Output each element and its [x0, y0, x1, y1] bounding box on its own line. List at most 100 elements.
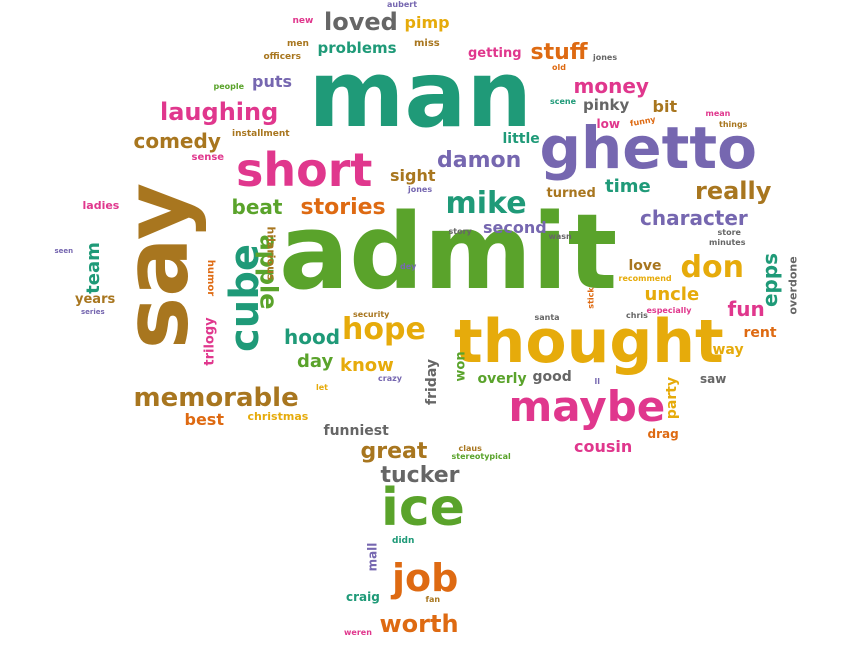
word-christmas: christmas — [247, 409, 309, 423]
word-men: men — [287, 38, 309, 49]
word-tucker: tucker — [380, 463, 460, 488]
word-officers: officers — [263, 51, 301, 62]
word-scene: scene — [550, 97, 577, 106]
word-hilarious: hilarious — [264, 226, 278, 280]
word-hood: hood — [284, 325, 341, 349]
word-bit: bit — [652, 97, 678, 116]
word-seen: seen — [54, 246, 74, 255]
word-years: years — [75, 291, 116, 307]
word-party: party — [664, 376, 681, 420]
word-sight: sight — [390, 166, 436, 185]
word-time: time — [605, 176, 651, 197]
word-ll: ll — [594, 377, 600, 386]
word-craig: craig — [346, 590, 380, 604]
word-ladies: ladies — [82, 198, 120, 212]
word-cousin: cousin — [574, 437, 633, 456]
word-loved: loved — [324, 8, 398, 36]
word-friday: friday — [423, 359, 440, 405]
word-good: good — [532, 369, 572, 385]
word-overly: overly — [477, 371, 527, 387]
word-saw: saw — [700, 372, 727, 386]
word-humor: humor — [205, 259, 217, 297]
word-overdone: overdone — [786, 255, 800, 315]
word-memorable: memorable — [133, 383, 299, 413]
word-drag: drag — [647, 427, 679, 441]
word-little: little — [502, 131, 540, 147]
word-fun: fun — [727, 297, 765, 321]
word-especially: especially — [646, 306, 692, 315]
word-team: team — [82, 242, 104, 294]
word-won: won — [453, 350, 469, 382]
word-store: store — [717, 228, 741, 237]
word-character: character — [640, 206, 748, 230]
word-aubert: aubert — [387, 0, 418, 9]
word-miss: miss — [414, 38, 440, 49]
word-pinky: pinky — [583, 95, 630, 114]
word-rent: rent — [743, 325, 777, 341]
word-thought: thought — [454, 307, 724, 377]
word-job: job — [392, 556, 459, 600]
word-weren: weren — [344, 628, 372, 637]
word-crazy: crazy — [378, 374, 402, 383]
word-way: way — [712, 342, 744, 358]
word-uncle: uncle — [644, 284, 700, 305]
word-getting: getting — [468, 45, 522, 61]
word-great: great — [360, 439, 428, 464]
word-money: money — [573, 74, 649, 98]
word-comedy: comedy — [133, 129, 221, 153]
word-mall: mall — [364, 542, 379, 572]
word-recommend: recommend — [618, 274, 672, 283]
word-problems: problems — [317, 38, 397, 57]
word-pimp: pimp — [404, 13, 450, 32]
word-jones: jones — [593, 53, 618, 62]
word-installment: installment — [232, 128, 290, 139]
word-man: man — [308, 41, 532, 148]
word-ice: ice — [381, 478, 465, 538]
word-know: know — [340, 355, 394, 376]
word-old: old — [552, 63, 566, 72]
word-day: day — [297, 351, 334, 372]
word-stereotypical: stereotypical — [451, 452, 511, 461]
word-beat: beat — [231, 195, 283, 219]
word-fan: fan — [425, 595, 441, 604]
word-mike: mike — [445, 186, 527, 221]
word-stick: stick — [586, 287, 596, 309]
word-claus: claus — [458, 444, 482, 453]
word-laughing: laughing — [160, 98, 279, 126]
word-security: security — [353, 310, 390, 319]
word-dey: dey — [400, 262, 417, 271]
word-say: say — [105, 182, 209, 350]
word-worth: worth — [379, 610, 459, 638]
word-new: new — [292, 15, 314, 26]
word-damon: damon — [437, 148, 522, 173]
word-ghetto: ghetto — [539, 114, 757, 182]
word-admit: admit — [279, 191, 618, 313]
word-epps: epps — [758, 252, 783, 308]
word-story: story — [448, 227, 472, 236]
word-second: second — [483, 218, 547, 237]
word-don: don — [680, 250, 744, 285]
word-stories: stories — [300, 195, 386, 220]
word-short: short — [236, 143, 373, 197]
word-series: series — [81, 307, 105, 316]
word-turned: turned — [546, 185, 596, 201]
word-really: really — [695, 177, 772, 205]
word-low: low — [596, 117, 620, 131]
word-didn: didn — [392, 535, 415, 546]
word-hope: hope — [342, 312, 426, 347]
word-things: things — [719, 120, 748, 129]
word-wasn: wasn — [548, 232, 572, 241]
word-santa: santa — [534, 313, 560, 322]
word-mean: mean — [705, 109, 731, 118]
word-best: best — [184, 410, 224, 429]
word-people: people — [213, 82, 245, 91]
word-let: let — [316, 383, 328, 392]
word-chris: chris — [626, 311, 648, 320]
word-stuff: stuff — [530, 40, 588, 65]
word-puts: puts — [252, 72, 293, 91]
word-jones: jones — [408, 185, 433, 194]
word-love: love — [628, 258, 662, 274]
word-funniest: funniest — [323, 423, 389, 439]
word-maybe: maybe — [508, 382, 666, 431]
